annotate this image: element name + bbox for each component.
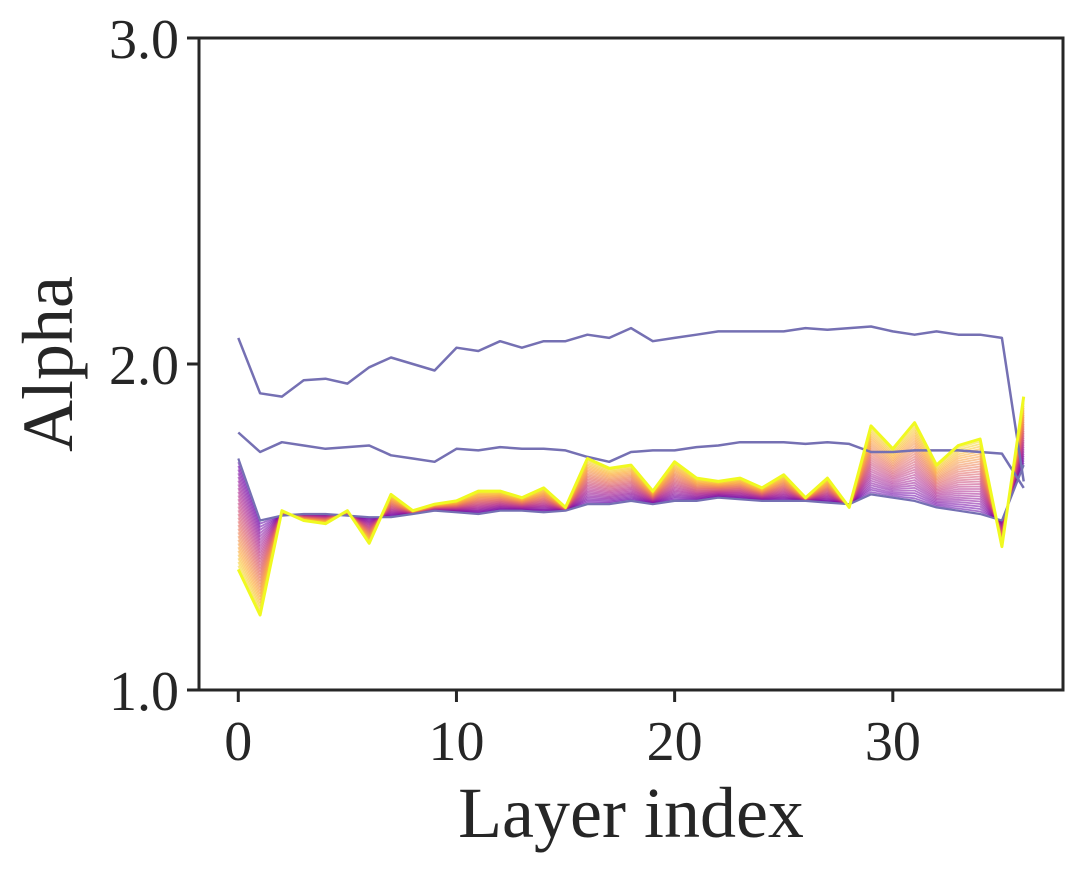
y-tick-label: 2.0: [109, 335, 179, 397]
x-tick-label: 0: [224, 711, 252, 773]
x-tick-label: 20: [647, 711, 703, 773]
series-line-step-first: [237, 325, 1025, 482]
series-line-step-early: [237, 458, 1025, 522]
y-tick-label: 1.0: [109, 661, 179, 723]
ticks-layer: 0 10 20 30 1.0 2.0 3.0: [109, 9, 921, 773]
series-layer: [236, 325, 1026, 617]
series-line-step-late: [236, 396, 1026, 617]
x-tick-label: 30: [865, 711, 921, 773]
series-line-step-second: [237, 431, 1025, 489]
x-tick-label: 10: [428, 711, 484, 773]
x-axis-label: Layer index: [458, 773, 804, 853]
y-axis-label: Alpha: [8, 276, 88, 452]
y-tick-label: 3.0: [109, 9, 179, 71]
